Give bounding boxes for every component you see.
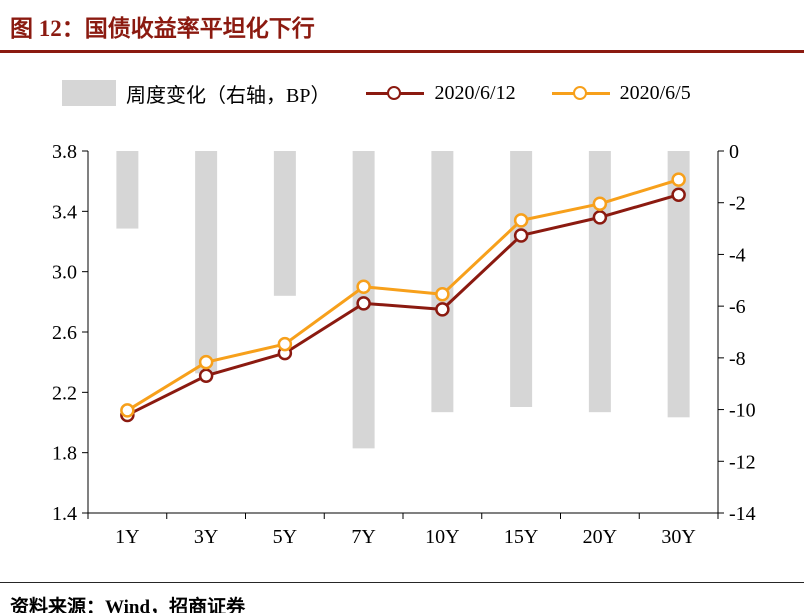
bar-10Y (431, 151, 454, 413)
line-2020-6-12 (126, 193, 680, 417)
x-axis-label: 1Y (115, 526, 139, 548)
x-axis-label: 30Y (661, 526, 695, 548)
right-axis-label: -14 (729, 503, 756, 525)
legend-line-swatch (551, 85, 610, 101)
marker-2020-6-5-1Y (120, 403, 135, 418)
left-axis-label: 1.4 (52, 503, 77, 525)
right-axis-label: -6 (729, 296, 746, 318)
legend-label: 2020/6/12 (434, 81, 516, 104)
right-axis-label: 0 (729, 141, 739, 163)
legend-item-1: 2020/6/12 (366, 81, 516, 105)
right-axis-label: -4 (729, 244, 746, 266)
marker-2020-6-12-15Y (513, 228, 529, 243)
marker-2020-6-12-20Y (592, 210, 608, 225)
bar-3Y (195, 151, 218, 374)
legend-bar-swatch (62, 80, 116, 106)
right-axis-label: -10 (729, 400, 756, 422)
marker-2020-6-12-7Y (356, 296, 371, 311)
marker-2020-6-5-5Y (277, 336, 293, 352)
bar-1Y (116, 151, 139, 229)
bar-5Y (273, 151, 296, 296)
right-axis-label: -12 (729, 451, 756, 473)
bar-30Y (667, 151, 690, 418)
bar-15Y (510, 151, 533, 407)
right-axis-label: -8 (729, 348, 746, 370)
chart-legend: 周度变化（右轴，BP） 2020/6/12 2020/6/5 (0, 77, 804, 109)
marker-2020-6-12-30Y (671, 187, 686, 202)
marker-2020-6-5-20Y (592, 196, 608, 212)
legend-label: 2020/6/5 (619, 81, 691, 104)
left-axis-label: 2.2 (52, 382, 77, 404)
legend-line-swatch (366, 85, 425, 101)
marker-2020-6-5-15Y (513, 213, 529, 228)
figure-header: 图 12：国债收益率平坦化下行 (0, 0, 804, 50)
left-axis-label: 3.0 (52, 262, 77, 284)
left-axis-label: 3.4 (52, 201, 77, 223)
right-axis-label: -2 (729, 193, 746, 215)
line-2020-6-5 (126, 178, 680, 412)
figure-number: 图 12： (10, 16, 85, 41)
marker-2020-6-5-10Y (435, 287, 450, 302)
x-axis-label: 7Y (351, 526, 375, 548)
left-axis-label: 2.6 (52, 322, 77, 344)
x-axis-label: 3Y (194, 526, 218, 548)
x-axis-label: 10Y (425, 526, 459, 548)
legend-label: 周度变化（右轴，BP） (126, 84, 331, 107)
left-axis-label: 3.8 (52, 141, 77, 163)
source-text: 资料来源：Wind，招商证券 (10, 597, 246, 613)
marker-2020-6-5-30Y (671, 172, 686, 187)
left-axis-label: 1.8 (52, 443, 77, 465)
marker-2020-6-5-3Y (198, 354, 214, 370)
legend-marker-dot (387, 86, 402, 100)
title-underline (0, 50, 804, 53)
x-axis-label: 20Y (583, 526, 617, 548)
legend-item-2: 2020/6/5 (551, 81, 691, 105)
chart-area: 3.8 3.4 3.0 2.6 2.2 1.8 1.4 0 -2 -4 -6 -8 -10 -12 -14 1… (0, 123, 804, 570)
marker-2020-6-12-10Y (435, 302, 450, 317)
legend-marker-dot (572, 86, 587, 100)
source-note: 资料来源：Wind，招商证券 (0, 582, 804, 613)
figure-title: 国债收益率平坦化下行 (84, 16, 315, 41)
x-axis-label: 5Y (273, 526, 297, 548)
legend-item-0: 周度变化（右轴，BP） (62, 79, 330, 108)
x-axis-label: 15Y (504, 526, 538, 548)
marker-2020-6-5-7Y (356, 279, 371, 294)
yield-curve-chart: 3.8 3.4 3.0 2.6 2.2 1.8 1.4 0 -2 -4 -6 -8 -10 -12 -14 1… (52, 141, 756, 548)
bar-20Y (588, 151, 611, 413)
marker-2020-6-12-3Y (198, 368, 214, 383)
